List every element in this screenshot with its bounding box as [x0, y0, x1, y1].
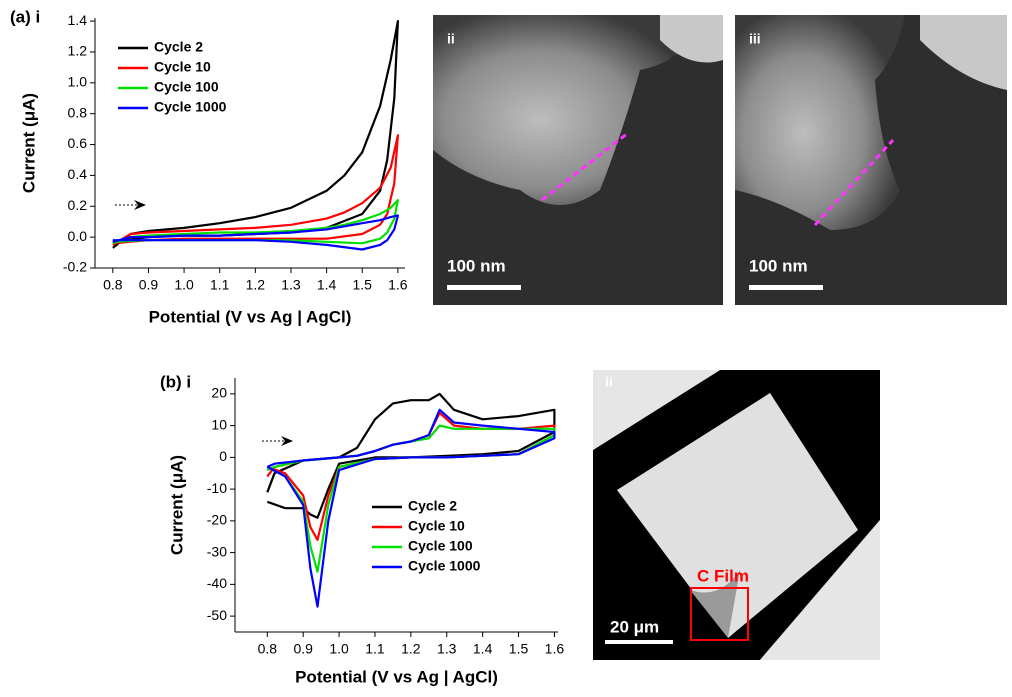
y-tick-label: -0.2 [63, 259, 87, 275]
y-tick-label: 0.2 [68, 197, 88, 213]
sem-image-iii: iii 100 nm [735, 15, 1007, 305]
cv-curve [113, 135, 398, 245]
cv-curve [113, 21, 398, 248]
panel-title: (b) i [160, 372, 191, 391]
y-tick-label: 1.2 [68, 43, 88, 59]
image-label: ii [447, 31, 455, 47]
x-tick-label: 1.4 [473, 641, 493, 657]
panel-title: (a) i [10, 7, 40, 26]
y-tick-label: 0.4 [68, 166, 88, 182]
y-tick-label: -20 [207, 512, 227, 528]
y-tick-label: 10 [211, 416, 227, 432]
scan-arrow [262, 436, 293, 446]
x-tick-label: 1.1 [365, 641, 385, 657]
x-tick-label: 0.8 [258, 641, 278, 657]
x-tick-label: 1.1 [210, 277, 230, 293]
figure: ii 100 nm iii 100 nm ii 20 μm C Film -0.… [0, 0, 1012, 692]
legend-label: Cycle 10 [408, 518, 465, 534]
legend-label: Cycle 100 [408, 538, 473, 554]
x-tick-label: 1.3 [281, 277, 301, 293]
x-tick-label: 1.5 [509, 641, 529, 657]
scale-label: 100 nm [749, 256, 808, 275]
legend-label: Cycle 10 [154, 59, 211, 75]
y-tick-label: 1.0 [68, 74, 88, 90]
legend-label: Cycle 1000 [408, 558, 481, 574]
x-tick-label: 1.6 [545, 641, 565, 657]
tem-image: ii 20 μm C Film [593, 370, 880, 660]
legend-label: Cycle 2 [408, 498, 457, 514]
y-tick-label: -10 [207, 480, 227, 496]
x-tick-label: 0.9 [139, 277, 159, 293]
y-tick-label: 1.4 [68, 12, 88, 28]
y-tick-label: 0 [219, 448, 227, 464]
legend-label: Cycle 100 [154, 79, 219, 95]
x-tick-label: 0.8 [103, 277, 123, 293]
x-tick-label: 1.4 [317, 277, 337, 293]
scale-label: 20 μm [610, 617, 659, 636]
y-tick-label: -40 [207, 575, 227, 591]
x-tick-label: 1.0 [174, 277, 194, 293]
x-tick-label: 1.0 [329, 641, 349, 657]
annotation: C Film [697, 566, 749, 585]
y-tick-label: -50 [207, 607, 227, 623]
legend-label: Cycle 2 [154, 39, 203, 55]
x-axis-label: Potential (V vs Ag | AgCl) [295, 667, 498, 686]
y-tick-label: -30 [207, 543, 227, 559]
x-tick-label: 1.5 [353, 277, 373, 293]
y-axis-label: Current (μA) [19, 93, 38, 193]
x-tick-label: 1.2 [401, 641, 421, 657]
x-tick-label: 1.2 [246, 277, 266, 293]
scan-arrow [115, 200, 146, 210]
x-axis-label: Potential (V vs Ag | AgCl) [149, 307, 352, 326]
image-label: iii [749, 31, 761, 47]
legend-label: Cycle 1000 [154, 99, 227, 115]
y-tick-label: 20 [211, 385, 227, 401]
y-axis-label: Current (μA) [167, 455, 186, 555]
x-tick-label: 1.6 [388, 277, 408, 293]
x-tick-label: 0.9 [293, 641, 313, 657]
scale-label: 100 nm [447, 256, 506, 275]
x-tick-label: 1.3 [437, 641, 457, 657]
y-tick-label: 0.0 [68, 228, 88, 244]
image-label: ii [605, 374, 613, 390]
y-tick-label: 0.6 [68, 135, 88, 151]
y-tick-label: 0.8 [68, 104, 88, 120]
sem-image-ii: ii 100 nm [433, 15, 723, 305]
